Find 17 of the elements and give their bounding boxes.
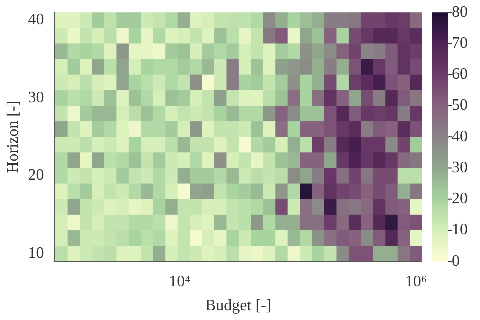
color-bar-label: 0 <box>452 252 460 270</box>
color-bar-label: 30 <box>452 159 468 176</box>
color-bar-label: 70 <box>452 34 468 52</box>
x-axis-title: Budget [-] <box>206 298 272 315</box>
color-bar-label: 40 <box>452 128 468 146</box>
x-tick-label: 10⁶ <box>405 273 427 290</box>
y-axis-title: Horizon [-] <box>4 100 22 174</box>
color-bar-label: 80 <box>452 4 468 21</box>
y-tick-label: 40 <box>28 12 44 29</box>
y-tick-label: 20 <box>28 167 44 184</box>
color-bar-label: 20 <box>452 190 468 208</box>
color-bar-label: 60 <box>452 66 468 84</box>
x-tick-label: 10⁴ <box>169 273 192 290</box>
color-bar-label: 50 <box>452 97 468 114</box>
color-bar-label: 10 <box>452 222 468 239</box>
y-tick-label: 30 <box>28 89 44 106</box>
y-tick-label: 10 <box>28 245 44 262</box>
